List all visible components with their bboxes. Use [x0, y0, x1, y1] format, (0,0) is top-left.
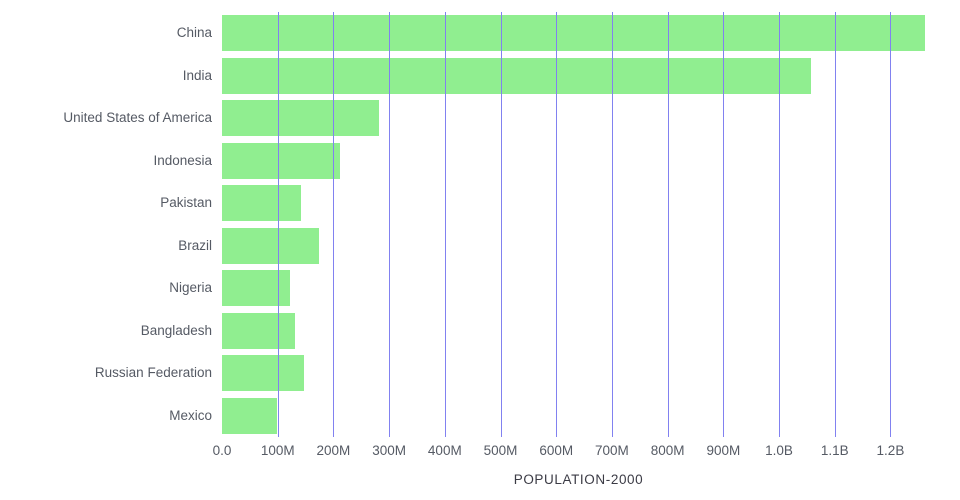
category-label: Nigeria	[169, 280, 212, 295]
x-tick-label: 500M	[483, 443, 518, 458]
bar	[222, 397, 278, 434]
category-label: Pakistan	[160, 195, 212, 210]
category-label: China	[176, 25, 212, 40]
x-tick-label: 1.1B	[820, 443, 849, 458]
bar	[222, 15, 926, 52]
bar	[222, 185, 302, 222]
gridline	[500, 12, 502, 437]
gridline	[556, 12, 558, 437]
gridline	[277, 12, 279, 437]
gridline	[834, 12, 836, 437]
bar	[222, 312, 296, 349]
x-tick-label: 300M	[372, 443, 406, 458]
gridline	[667, 12, 669, 437]
x-tick-label: 900M	[706, 443, 741, 458]
bar	[222, 100, 380, 137]
category-label: Russian Federation	[94, 365, 212, 380]
gridline	[389, 12, 391, 437]
gridline	[890, 12, 892, 437]
x-tick-label: 700M	[595, 443, 629, 458]
bar	[222, 270, 291, 307]
bar	[222, 355, 304, 392]
x-tick-label: 1.0B	[765, 443, 793, 458]
bar	[222, 57, 811, 94]
x-axis-title: POPULATION-2000	[513, 472, 644, 487]
gridline	[444, 12, 446, 437]
bar	[222, 227, 320, 264]
x-tick-label: 0.0	[212, 443, 232, 458]
x-tick-label: 200M	[316, 443, 351, 458]
bar	[222, 142, 340, 179]
category-label: India	[182, 67, 212, 83]
category-label: Brazil	[178, 237, 212, 253]
x-tick-label: 400M	[427, 443, 462, 458]
category-label: United States of America	[63, 110, 212, 125]
gridline	[723, 12, 725, 437]
category-label: Indonesia	[153, 152, 212, 168]
gridline	[779, 12, 781, 437]
plot-area	[222, 12, 935, 437]
x-axis-labels: 0.0 100M 200M 300M 400M 500M 600M 700M 800M 900M 1…	[0, 443, 960, 463]
y-axis-labels: China India United States of America Indone…	[0, 12, 212, 437]
x-tick-label: 1.2B	[876, 443, 905, 458]
x-tick-label: 800M	[650, 443, 685, 458]
gridline	[611, 12, 613, 437]
category-label: Bangladesh	[140, 322, 212, 338]
gridline	[333, 12, 335, 437]
category-label: Mexico	[169, 407, 212, 423]
x-tick-label: 100M	[260, 443, 295, 458]
x-tick-label: 600M	[539, 443, 574, 458]
